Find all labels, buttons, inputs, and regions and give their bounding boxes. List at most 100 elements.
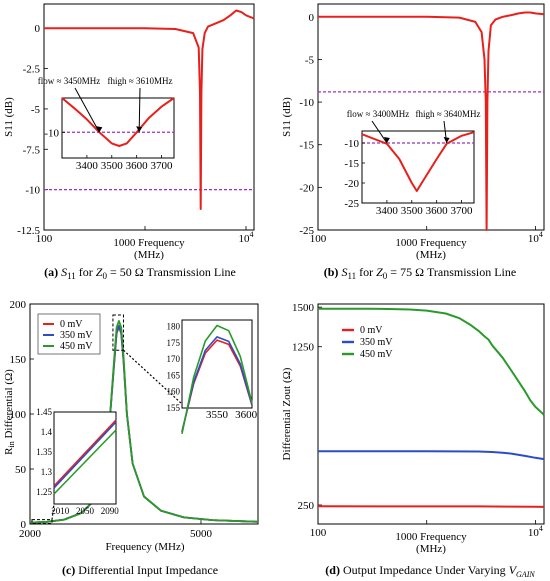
panel-a-ytick-label: -10 <box>25 185 40 197</box>
panel-a-arrowhead <box>96 126 103 133</box>
panel-c-ytick-label: 0 <box>21 519 27 531</box>
panel-a-xlabel: 1000 Frequency <box>113 237 185 249</box>
panel-c-ytick-label: 200 <box>10 299 27 311</box>
panel-c-inset-peak-ytick-label: 165 <box>167 370 181 380</box>
panel-a-xlabel-unit: (MHz) <box>134 249 164 261</box>
panel-d-series-line <box>317 505 545 508</box>
panel-c-xtick-label: 5000 <box>190 528 213 540</box>
panel-a-ylabel: S11 (dB) <box>3 97 15 137</box>
panel-c-inset-peak-ytick-label: 170 <box>167 354 181 364</box>
panel-b-inset-xtick-label: 3700 <box>451 205 474 217</box>
panel-b-inset-xtick-label: 3600 <box>426 205 449 217</box>
panel-c-zoom-box-low <box>31 519 53 524</box>
panel-c-caption: (c) Differential Input Impedance <box>62 563 218 577</box>
panel-d-caption: (d) Output Impedance Under Varying VGAIN <box>325 563 535 579</box>
panel-a-frame <box>43 3 255 231</box>
panel-d-xtick-label: 104 <box>528 524 543 539</box>
panel-c-legend-label: 350 mV <box>60 330 93 341</box>
panel-a-ytick-label: -7.5 <box>23 144 41 156</box>
panel-b-ytick-label: -20 <box>299 182 314 194</box>
panel-a-inset-series <box>61 97 175 147</box>
panel-a-annotation-arrow <box>138 87 141 133</box>
panel-b-annotation-label: flow ≈ 3400MHz <box>347 109 409 119</box>
panel-d-xtick-label: 100 <box>310 527 327 539</box>
panel-c-xtick-label: 2000 <box>19 528 42 540</box>
panel-a-inset-frame <box>61 97 175 159</box>
panel-b-xlabel-unit: (MHz) <box>416 249 446 261</box>
panel-c-inset-low-ytick-label: 1.35 <box>36 447 52 457</box>
panel-b-ytick-label: -10 <box>299 97 314 109</box>
panel-a-inset-xtick-label: 3500 <box>101 160 124 172</box>
panel-a-caption: (a) S11 for Z0 = 50 Ω Transmission Line <box>44 265 236 281</box>
panel-a-ytick-label: -5 <box>31 104 41 116</box>
panel-c-xlabel: Frequency (MHz) <box>105 541 184 553</box>
panel-d-legend-label: 350 mV <box>360 337 393 348</box>
panel-c-inset-low-ytick-label: 1.45 <box>36 407 52 417</box>
panel-c-inset-peak-xtick-label: 3600 <box>235 409 258 421</box>
panel-d-xlabel: 1000 Frequency <box>395 531 467 543</box>
panel-c-inset-peak-ytick-label: 160 <box>167 387 181 397</box>
panel-d-ytick-label: 1500 <box>292 302 315 314</box>
panel-c-inset-peak-ytick-label: 155 <box>167 403 181 413</box>
panel-c-ytick-label: 50 <box>15 464 27 476</box>
panel-a-annotation-arrow <box>74 87 100 133</box>
panel-c-inset-low-xtick-label: 2010 <box>51 506 70 516</box>
panel-b-inset-ytick-label: -15 <box>344 158 359 170</box>
panel-a-inset-ytick-label: -10 <box>44 127 59 139</box>
panel-c-zoom-box-peak <box>112 314 124 351</box>
panel-d-frame <box>317 303 545 525</box>
panel-c-inset-low-ytick-label: 1.25 <box>36 487 52 497</box>
panel-a-annotation-label: fhigh ≈ 3610MHz <box>108 76 173 86</box>
panel-c-inset-low-xtick-label: 2090 <box>101 506 120 516</box>
panel-b-ytick-label: -5 <box>305 54 315 66</box>
panel-c-zoom-lead-peak <box>123 349 183 405</box>
panel-b-xtick-label: 104 <box>528 230 543 245</box>
panel-a-xtick-label: 104 <box>239 230 254 245</box>
panel-c-inset-low-series <box>53 429 117 495</box>
panel-c-inset-low-ytick-label: 1.3 <box>41 467 53 477</box>
panel-b-ytick-label: 0 <box>309 12 315 24</box>
panel-c-legend-label: 0 mV <box>60 319 83 330</box>
panel-c-inset-peak-xtick-label: 3550 <box>206 409 229 421</box>
panel-d-legend-label: 450 mV <box>360 349 393 360</box>
panel-b-inset-xtick-label: 3500 <box>401 205 424 217</box>
panel-c-inset-low-series <box>53 419 117 487</box>
panel-b-inset-ytick-label: -10 <box>344 138 359 150</box>
panel-a-ytick-label: -12.5 <box>17 225 40 237</box>
panel-b-xtick-label: 100 <box>310 233 327 245</box>
panel-d-ytick-label: 250 <box>298 500 315 512</box>
panel-a-inset-xtick-label: 3700 <box>151 160 174 172</box>
panel-c-inset-low-xtick-label: 2050 <box>76 506 95 516</box>
panel-c-inset-peak-series <box>181 336 253 433</box>
panel-b-xlabel: 1000 Frequency <box>395 237 467 249</box>
panel-d-legend-label: 0 mV <box>360 325 383 336</box>
panel-b-inset-ytick-label: -20 <box>344 178 359 190</box>
panel-d-xlabel-unit: (MHz) <box>416 543 446 555</box>
panel-a-inset-xtick-label: 3400 <box>76 160 99 172</box>
panel-c-ytick-label: 100 <box>10 409 27 421</box>
panel-b-annotation-label: fhigh ≈ 3640MHz <box>416 109 481 119</box>
panel-b-arrowhead <box>383 137 390 143</box>
panel-a-series-line <box>44 9 255 210</box>
panel-c-ylabel: Rin Differential (Ω) <box>3 369 16 455</box>
panel-a-inset-xtick-label: 3600 <box>126 160 149 172</box>
panel-c-inset-low-ytick-label: 1.4 <box>41 427 53 437</box>
panel-a-ytick-label: 0 <box>35 23 41 35</box>
panel-a-xtick-label: 100 <box>36 233 53 245</box>
panel-c-series-line <box>29 319 259 524</box>
panel-c-legend-label: 450 mV <box>60 341 93 352</box>
panel-d-ylabel: Differential Zout (Ω) <box>281 367 293 460</box>
panel-b-annotation-arrow <box>371 120 388 144</box>
panel-b-inset-ytick-label: -25 <box>344 198 359 210</box>
panel-d-series-line <box>318 307 545 416</box>
panel-b-series-line <box>318 11 545 231</box>
panel-d-ytick-label: 1250 <box>292 342 315 354</box>
panel-b-arrowhead <box>443 137 450 143</box>
panel-c-inset-peak-series <box>181 324 253 435</box>
panel-b-ytick-label: -25 <box>299 225 314 237</box>
panel-c-inset-low-series <box>53 421 117 489</box>
panel-b-inset-frame <box>361 130 475 204</box>
panel-a-ytick-label: -2.5 <box>23 64 41 76</box>
panel-b-ytick-label: -15 <box>299 140 314 152</box>
